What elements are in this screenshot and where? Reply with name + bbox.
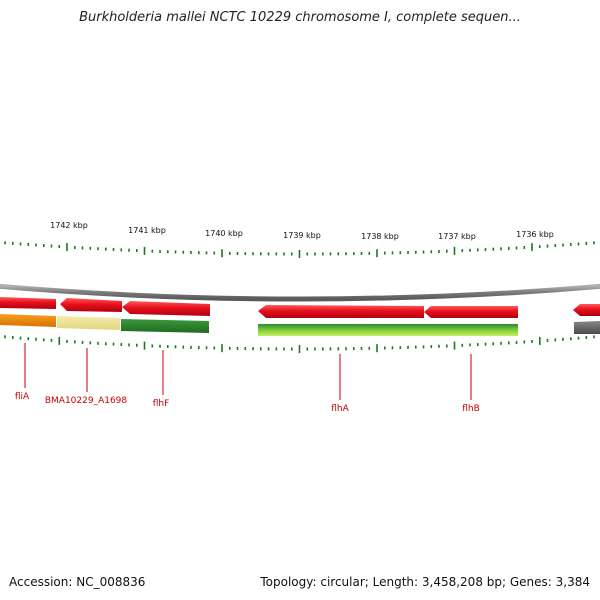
feature-khaki[interactable]: [57, 316, 120, 330]
forward-strand-features: [0, 297, 600, 318]
reverse-strand-features: [0, 314, 600, 336]
tick-label: 1742 kbp: [50, 221, 88, 230]
gene-label-leaders: [24, 343, 472, 400]
feature-lightgreen[interactable]: [258, 324, 424, 336]
tick-ruler-top: [4, 241, 595, 258]
tick-label: 1739 kbp: [283, 231, 321, 240]
tick-ruler-bottom: [4, 335, 595, 353]
accession-label: Accession: NC_008836: [9, 575, 146, 589]
cds-feature[interactable]: [0, 297, 56, 309]
map-title: Burkholderia mallei NCTC 10229 chromosom…: [79, 10, 521, 25]
cds-feature[interactable]: [573, 304, 600, 316]
gene-label[interactable]: flhF: [153, 399, 170, 409]
gene-label[interactable]: BMA10229_A1698: [45, 396, 128, 406]
cds-feature[interactable]: [258, 305, 424, 318]
feature-orange[interactable]: [0, 314, 56, 327]
tick-label: 1737 kbp: [438, 232, 476, 241]
tick-label: 1740 kbp: [205, 229, 243, 238]
tick-label: 1738 kbp: [361, 232, 399, 241]
feature-green[interactable]: [121, 319, 209, 333]
genome-backbone: [0, 283, 600, 302]
tick-label: 1736 kbp: [516, 230, 554, 239]
cds-feature[interactable]: [122, 301, 210, 316]
feature-gray[interactable]: [574, 321, 600, 334]
topology-summary: Topology: circular; Length: 3,458,208 bp…: [260, 575, 590, 589]
cds-feature[interactable]: [424, 306, 518, 318]
feature-lightgreen[interactable]: [424, 324, 518, 336]
gene-label[interactable]: flhA: [331, 404, 349, 414]
tick-label: 1741 kbp: [128, 226, 166, 235]
gene-label[interactable]: fliA: [15, 392, 30, 402]
tick-labels: 1742 kbp 1741 kbp 1740 kbp 1739 kbp 1738…: [50, 221, 554, 241]
cds-feature[interactable]: [60, 298, 122, 312]
gene-labels: fliA BMA10229_A1698 flhF flhA flhB: [15, 392, 480, 414]
gene-label[interactable]: flhB: [462, 404, 480, 414]
